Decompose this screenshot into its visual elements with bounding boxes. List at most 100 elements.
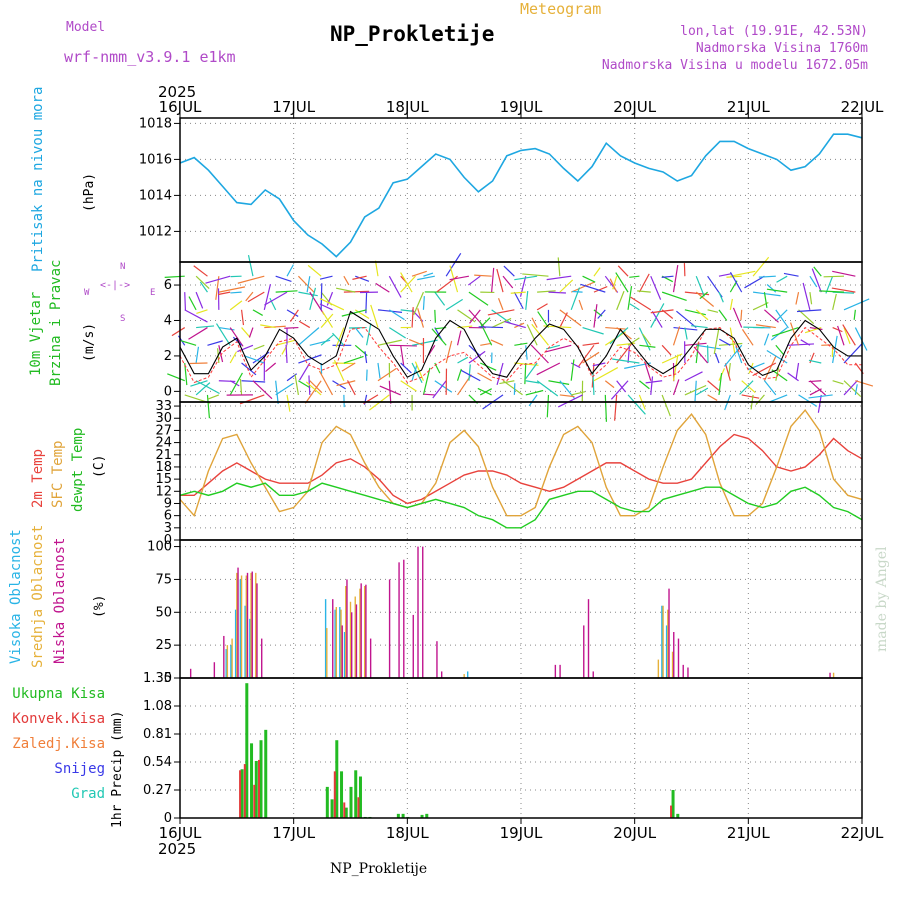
total-precip-bar [671,790,675,818]
wind-arrow [491,309,511,324]
wind-arrow [215,323,231,346]
wind-arrow [514,342,528,346]
wind-arrow [237,275,265,284]
wind-arrow [341,309,367,317]
wind-arrow [800,339,811,346]
wind-arrow [617,265,629,277]
wind-arrow [614,394,618,421]
wind-arrow [490,339,504,346]
wind-arrow [320,334,334,346]
precip-tick-label: 0.54 [143,755,172,770]
precip-tick-label: 1.08 [143,699,172,714]
wind-arrow [504,321,526,329]
wind-arrow [795,362,800,380]
wind-tick-label: 4 [164,313,172,328]
top-date-label: 20JUL [613,98,656,116]
conv-precip-bar [253,784,256,818]
wind-arrow [229,327,244,347]
wind-arrow [548,291,566,294]
wind-arrow [796,309,822,313]
cloud-tick-label: 100 [147,540,172,555]
wind-arrow [557,394,583,408]
wind-arrow [672,264,679,293]
wind-arrow [854,384,858,396]
wind-arrow [252,309,263,316]
wind-arrow [366,369,368,381]
wind-arrow [199,281,208,293]
wind-arrow [650,303,665,328]
wind-arrow [374,260,379,277]
wind-arrow [695,387,709,396]
wind-arrow [239,378,243,395]
wind-arrow [245,291,254,302]
wind-arrow [298,354,322,364]
wind-arrow [252,380,273,400]
wind-arrow [195,382,211,396]
total-precip-bar [358,776,362,818]
wind-arrow [578,299,584,311]
wind-arrow [582,342,600,346]
precip-tick-label: 0.81 [143,727,172,742]
wind-arrow [320,313,334,328]
wind-arrow [305,381,322,396]
wind-arrow [218,380,236,383]
wind-arrow [307,264,322,277]
wind-arrow [650,275,662,300]
wind-arrow [695,275,705,297]
wind-arrow [260,324,276,329]
wind-arrow [525,389,544,396]
wind-arrow [336,287,356,293]
wind-arrow [795,292,800,305]
wind-arrow [726,275,742,278]
wind-arrow [776,275,788,283]
wind-arrow [843,298,870,311]
wind-arrow [798,309,815,325]
total-precip-bar [349,786,353,818]
wind-arrow [332,332,345,346]
wind-arrow [578,344,595,367]
wind-arrow [218,286,246,293]
temp-panel-frame [179,401,863,541]
wind-arrow [389,327,406,339]
wind-arrow [811,268,822,293]
wind-arrow [240,309,245,326]
wind-arrow [629,303,640,311]
pressure-series-line [179,133,863,258]
wind-arrow [843,327,851,345]
wind-arrow [744,275,765,289]
wind-arrow [832,270,856,277]
wind-arrow [809,292,813,305]
precip-tick-label: 1.35 [143,671,172,686]
wind-arrow [411,307,414,328]
wind-arrow [718,342,743,346]
wind-arrow [230,291,242,294]
wind-arrow [758,275,776,278]
bottom-date-label: 20JUL [613,824,656,842]
wind-arrow [195,346,200,364]
wind-arrow [298,291,318,297]
total-precip-bar [676,813,680,818]
wind-arrow [582,326,604,335]
wind-arrow [319,303,333,311]
wind-arrow [536,303,548,311]
wind-arrow [696,344,722,350]
temp-tick-label: 15 [155,472,172,487]
wind-arrow [740,309,743,321]
top-date-label: 21JUL [727,98,770,116]
wind-arrow [306,276,311,293]
wind-arrow [218,291,231,296]
wind-arrow [691,325,708,329]
wind-arrow [375,282,390,293]
wind-arrow [808,380,822,383]
total-precip-bar [250,743,254,818]
wind-arrow [434,291,446,306]
wind-arrow [615,272,629,293]
top-date-label: 18JUL [386,98,429,116]
wind-arrow [468,291,489,306]
wind-arrow [707,309,719,313]
model-altitude-label: Nadmorska Visina u modelu 1672.05m [601,58,868,73]
wind-arrow [229,351,238,364]
wind-arrow [468,364,471,381]
wind-arrow [480,342,492,346]
wind-arrow [241,362,257,376]
